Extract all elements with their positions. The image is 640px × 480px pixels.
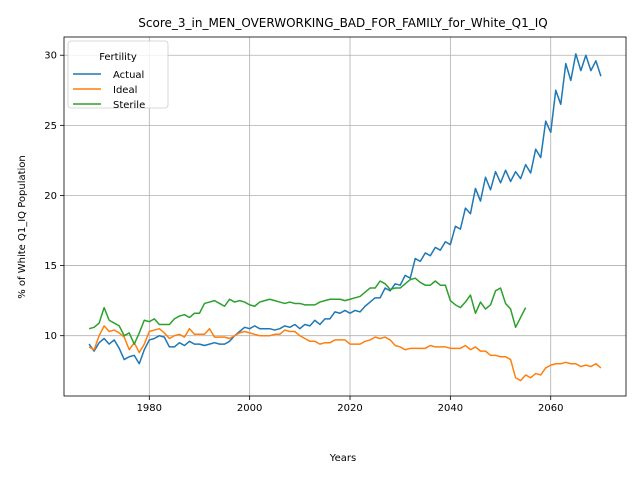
y-tick-label: 15 <box>44 261 57 272</box>
legend: Fertility Actual Ideal Sterile <box>67 40 169 111</box>
series-lines <box>88 53 602 382</box>
legend-label-sterile: Sterile <box>113 100 145 111</box>
x-tick-label: 1980 <box>137 403 162 414</box>
legend-title: Fertility <box>99 52 137 63</box>
y-tick-label: 30 <box>44 51 57 62</box>
legend-box <box>67 40 169 109</box>
chart-title: Score_3_in_MEN_OVERWORKING_BAD_FOR_FAMIL… <box>138 16 547 30</box>
legend-label-ideal: Ideal <box>113 85 137 96</box>
x-axis-label: Years <box>329 453 356 464</box>
x-tick-label: 2040 <box>438 403 463 414</box>
x-axis: 1980 2000 2020 2040 2060 <box>137 396 563 414</box>
series-line-sterile <box>88 277 527 345</box>
y-tick-label: 25 <box>44 121 57 132</box>
x-tick-label: 2060 <box>538 403 563 414</box>
y-tick-label: 10 <box>44 331 57 342</box>
grid-lines <box>64 37 626 396</box>
series-line-actual <box>88 53 602 365</box>
y-axis: 10 15 20 25 30 <box>44 51 64 342</box>
y-axis-label: % of White Q1_IQ Population <box>17 155 28 299</box>
legend-label-actual: Actual <box>113 70 144 81</box>
x-tick-label: 2000 <box>237 403 262 414</box>
series-line-ideal <box>88 325 602 382</box>
x-tick-label: 2020 <box>337 403 362 414</box>
plot-frame <box>63 36 627 397</box>
y-tick-label: 20 <box>44 191 57 202</box>
